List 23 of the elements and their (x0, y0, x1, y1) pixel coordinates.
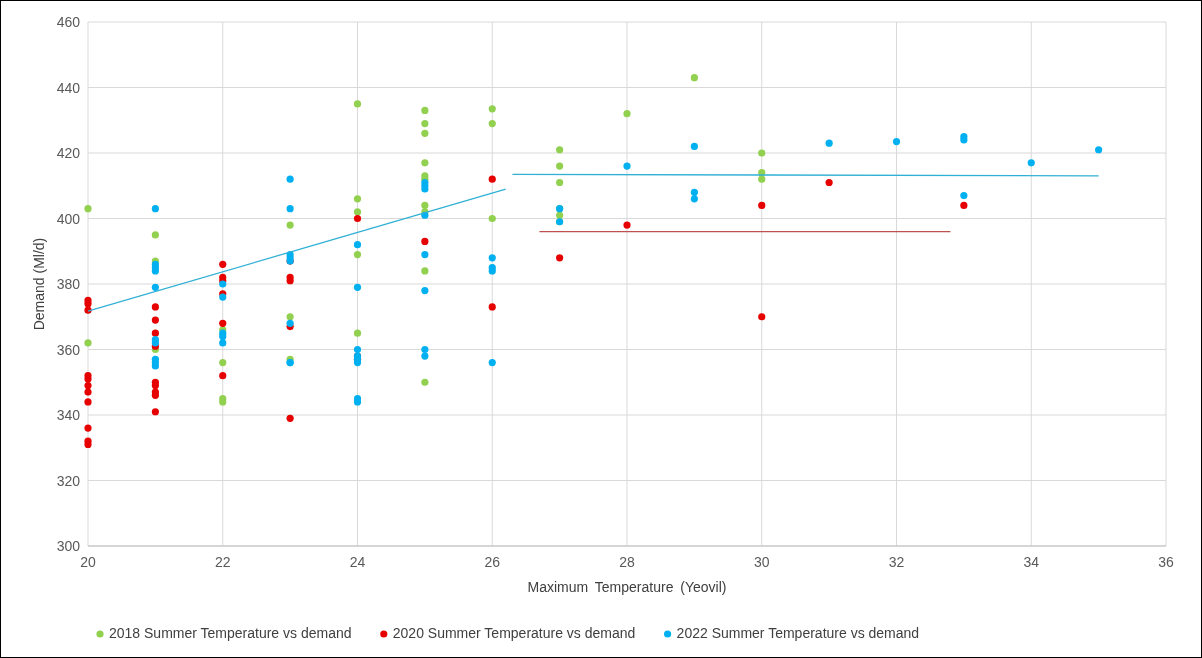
y-tick-label: 400 (56, 210, 81, 227)
y-tick-label: 420 (56, 145, 81, 161)
y-axis-title: Demand (Ml/d) (31, 237, 47, 331)
x-tick-label: 20 (80, 554, 96, 570)
x-tick-label: 28 (619, 554, 635, 570)
x-tick-label: 36 (1158, 554, 1174, 570)
y-tick-label: 320 (56, 472, 81, 489)
x-tick-label: 32 (888, 554, 905, 570)
y-tick-label: 380 (56, 276, 81, 292)
x-tick-label: 22 (214, 554, 231, 570)
x-tick-label: 34 (1023, 554, 1040, 570)
x-tick-label: 26 (484, 554, 501, 570)
x-tick-label: 30 (753, 554, 770, 570)
y-tick-label: 340 (56, 407, 81, 423)
y-tick-label: 300 (56, 538, 81, 554)
legend-label: 2020 Summer Temperature vs demand (392, 625, 636, 641)
legend-label: 2022 Summer Temperature vs demand (676, 625, 920, 641)
y-tick-label: 440 (56, 79, 81, 96)
y-tick-label: 360 (56, 341, 81, 358)
x-axis-title: Maximum Temperature (Yeovil) (527, 579, 727, 595)
y-tick-label: 460 (56, 14, 81, 30)
legend-label: 2018 Summer Temperature vs demand (109, 625, 352, 641)
x-tick-label: 24 (349, 554, 366, 570)
